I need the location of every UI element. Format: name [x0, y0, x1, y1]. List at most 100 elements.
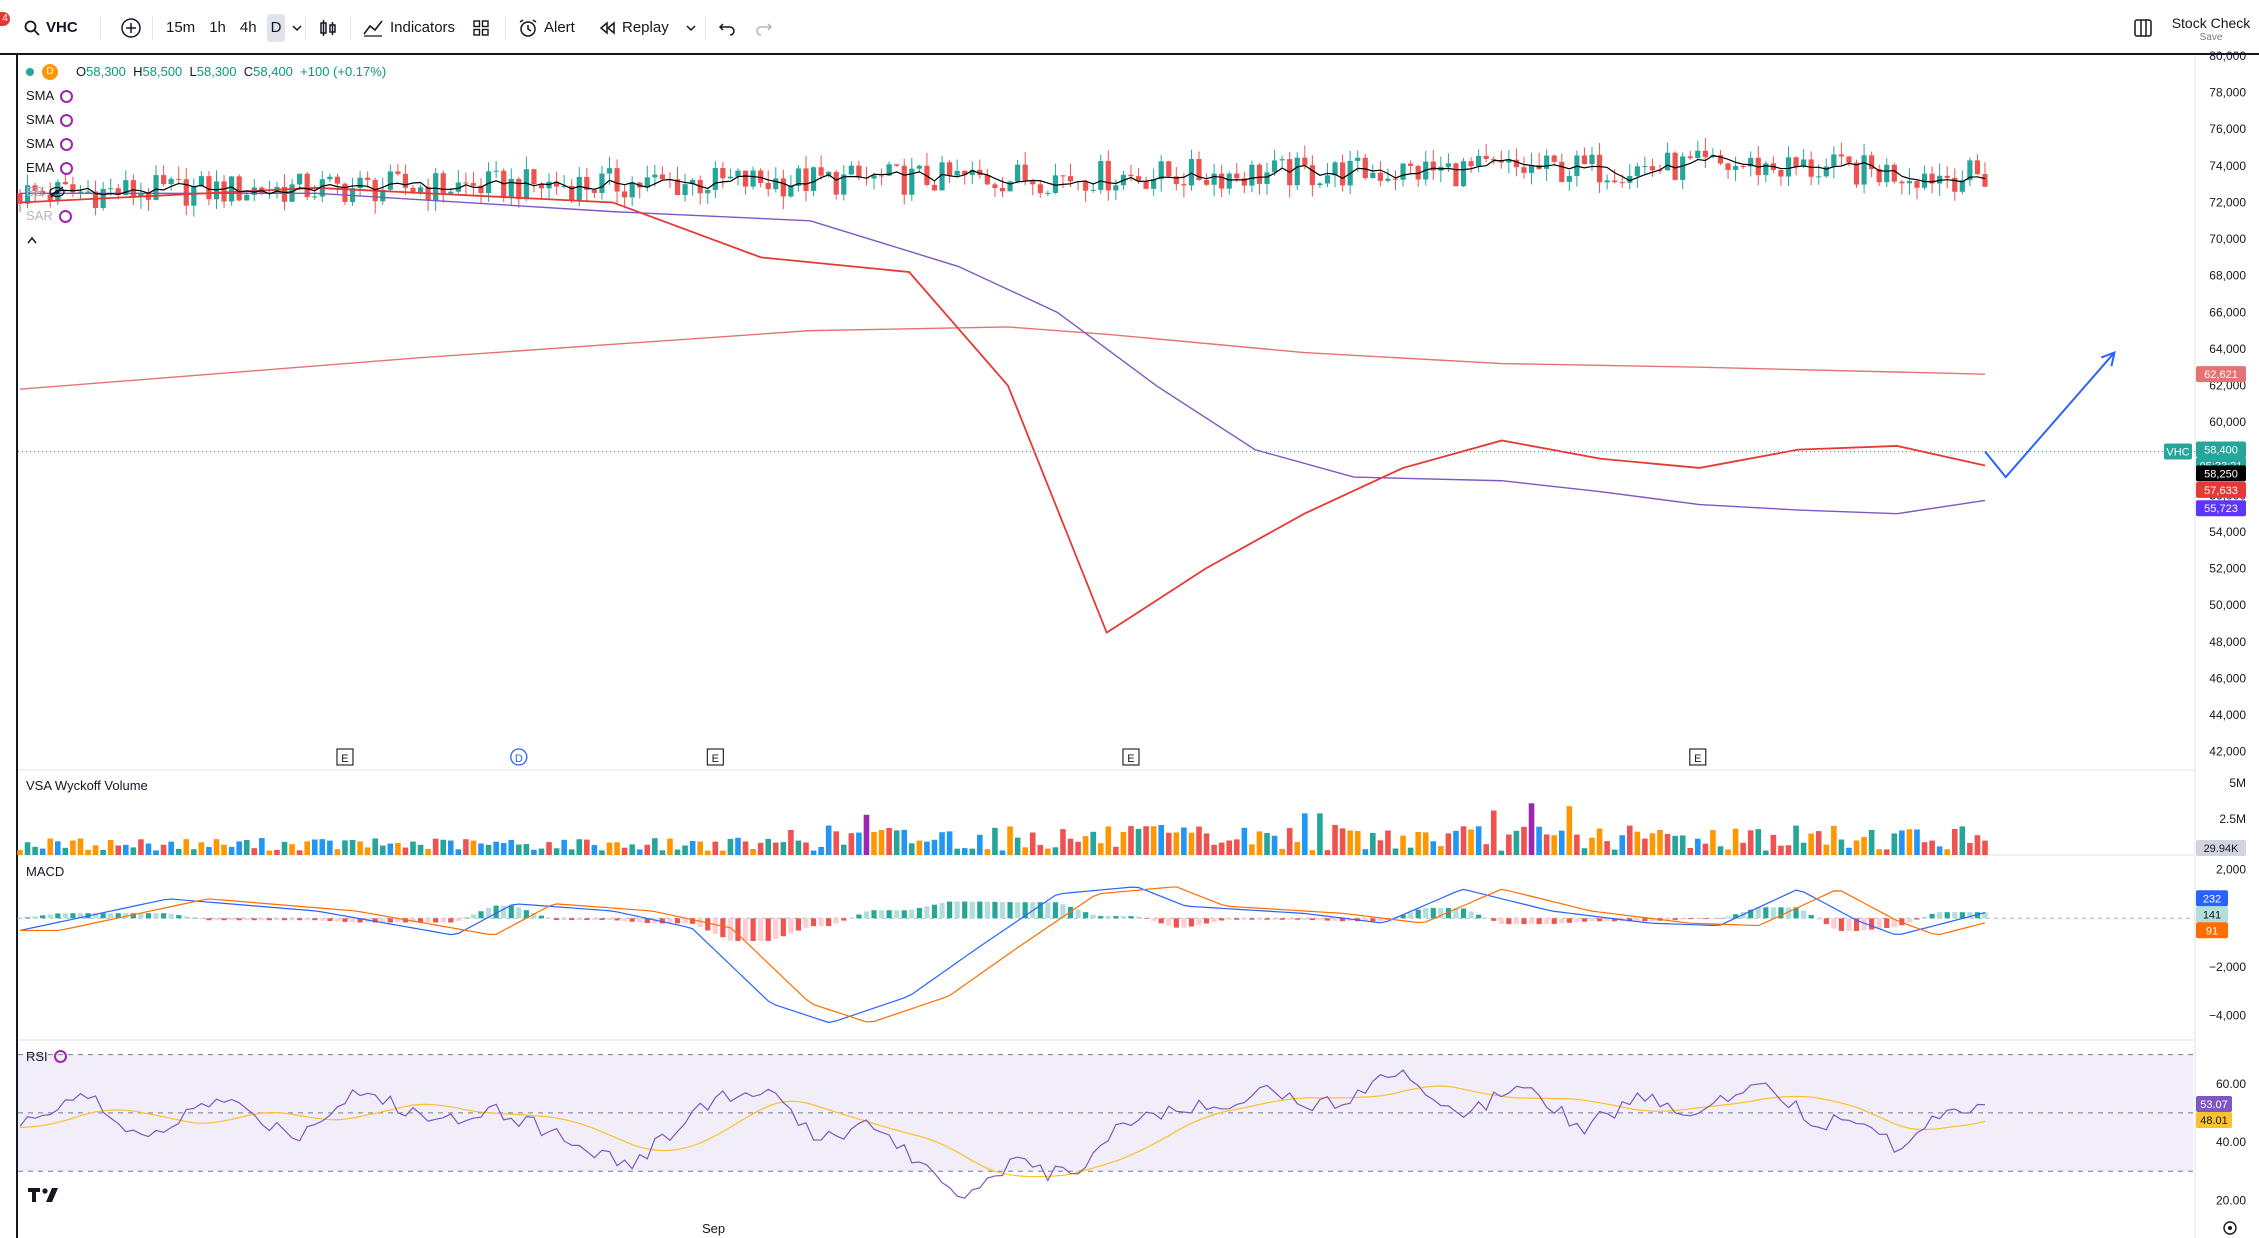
- volume-bar: [1097, 843, 1104, 855]
- price-tick-label: 44,000: [2209, 708, 2246, 722]
- timeframe-4h[interactable]: 4h: [239, 19, 257, 36]
- volume-bar: [334, 849, 341, 855]
- macd-histogram-bar: [1528, 918, 1535, 925]
- rsi-pane-title-row[interactable]: RSI: [26, 1049, 67, 1064]
- indicator-legend-row[interactable]: BB: [26, 180, 386, 204]
- eye-hidden-icon[interactable]: [49, 186, 65, 198]
- macd-histogram-bar: [1944, 912, 1950, 919]
- symbol-search[interactable]: VHC: [24, 14, 78, 42]
- volume-bar: [1921, 842, 1928, 855]
- candle-body: [138, 193, 144, 197]
- candle-body: [1491, 159, 1497, 161]
- macd-histogram-bar: [1506, 918, 1512, 925]
- indicator-legend-row[interactable]: SMA: [26, 84, 386, 108]
- rsi-value-tag: 53.07: [2200, 1099, 2228, 1111]
- indicator-name: SMA: [26, 88, 55, 103]
- redo-button[interactable]: [755, 14, 773, 42]
- alert-button[interactable]: Alert: [518, 14, 575, 42]
- volume-bar: [62, 847, 69, 855]
- layout-name[interactable]: Stock Check Save: [2166, 14, 2256, 44]
- macd-histogram-bar: [1015, 902, 1021, 919]
- candle-body: [1929, 173, 1935, 184]
- volume-bar: [145, 843, 152, 855]
- earnings-marker: [336, 748, 354, 766]
- macd-histogram-bar: [856, 914, 862, 919]
- volume-bar: [977, 834, 983, 855]
- volume-bar: [1415, 831, 1421, 855]
- volume-bar: [833, 831, 840, 855]
- macd-pane-title[interactable]: MACD: [26, 864, 65, 879]
- macd-value-tag-bg: [2196, 890, 2228, 907]
- macd-histogram-bar: [1219, 918, 1225, 921]
- candle-body: [1400, 163, 1406, 180]
- indicator-legend-row[interactable]: SMA: [26, 132, 386, 156]
- macd-histogram-bar: [1090, 914, 1096, 919]
- layout-title: Stock Check: [2171, 15, 2251, 31]
- candle-body: [1619, 182, 1625, 184]
- macd-histogram-bar: [440, 918, 446, 923]
- templates-button[interactable]: [472, 14, 490, 42]
- volume-bar: [591, 845, 598, 855]
- tradingview-logo[interactable]: [28, 1184, 60, 1210]
- undo-button[interactable]: [718, 14, 736, 42]
- volume-bar: [1060, 829, 1066, 855]
- volume-bar: [24, 842, 31, 855]
- candle-body: [77, 191, 84, 193]
- candle-body: [1861, 155, 1867, 185]
- macd-histogram-bar: [1687, 918, 1693, 920]
- indicators-button[interactable]: Indicators: [362, 14, 455, 42]
- legend-collapse[interactable]: [26, 228, 386, 252]
- macd-histogram-bar: [553, 918, 560, 921]
- toolbar-divider: [705, 16, 706, 40]
- macd-histogram-bar: [357, 918, 363, 923]
- volume-bar: [1596, 828, 1603, 855]
- volume-bar: [1045, 848, 1051, 855]
- volume-bar: [614, 842, 620, 855]
- toolbar-divider: [305, 16, 306, 40]
- candle-body: [894, 164, 900, 166]
- chevron-up-icon[interactable]: [26, 235, 38, 245]
- macd-histogram-bar: [1952, 912, 1958, 919]
- indicator-legend-row[interactable]: SAR: [26, 204, 386, 228]
- compare-add-button[interactable]: [120, 14, 142, 42]
- notification-badge[interactable]: 4: [0, 12, 10, 26]
- timeframe-15m[interactable]: 15m: [166, 19, 196, 36]
- indicator-legend-row[interactable]: SMA: [26, 108, 386, 132]
- volume-bar: [1785, 845, 1792, 855]
- layout-button[interactable]: [2133, 14, 2153, 42]
- macd-histogram-bar: [448, 918, 454, 923]
- timeframe-d[interactable]: D: [266, 14, 286, 42]
- volume-pane-title[interactable]: VSA Wyckoff Volume: [26, 778, 148, 793]
- candle-body: [1725, 163, 1731, 170]
- indicator-legend-row[interactable]: EMA: [26, 156, 386, 180]
- chevron-down-icon[interactable]: [685, 22, 697, 34]
- rsi-tick-label: 40.00: [2216, 1135, 2246, 1149]
- loading-icon: [60, 113, 74, 127]
- candle-body: [1884, 164, 1890, 183]
- chart-type-button[interactable]: [318, 14, 338, 42]
- candle-body: [1279, 159, 1285, 161]
- candle-body: [1544, 155, 1550, 169]
- macd-histogram-bar: [659, 918, 666, 924]
- timeframe-group: 15m 1h 4h D: [162, 14, 303, 42]
- macd-histogram-bar: [1838, 918, 1845, 931]
- volume-bar: [425, 848, 431, 855]
- candle-body: [485, 171, 492, 194]
- candle-body: [448, 191, 454, 194]
- timeframe-1h[interactable]: 1h: [209, 19, 226, 36]
- macd-histogram-bar: [727, 918, 734, 941]
- macd-histogram-bar: [1317, 918, 1323, 921]
- macd-histogram-bar: [1536, 918, 1542, 925]
- volume-bar: [395, 842, 401, 855]
- chevron-down-icon[interactable]: [291, 22, 303, 34]
- volume-bar: [70, 840, 76, 855]
- volume-bar: [931, 839, 938, 855]
- volume-bar: [1566, 806, 1573, 855]
- candle-body: [1778, 169, 1784, 177]
- macd-histogram-bar: [221, 918, 227, 921]
- replay-button[interactable]: Replay: [598, 14, 697, 42]
- price-tick-label: 52,000: [2209, 562, 2246, 576]
- candle-body: [1173, 176, 1179, 185]
- volume-bar: [349, 839, 356, 855]
